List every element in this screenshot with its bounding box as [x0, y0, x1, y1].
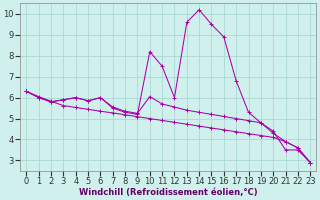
X-axis label: Windchill (Refroidissement éolien,°C): Windchill (Refroidissement éolien,°C)	[79, 188, 258, 197]
